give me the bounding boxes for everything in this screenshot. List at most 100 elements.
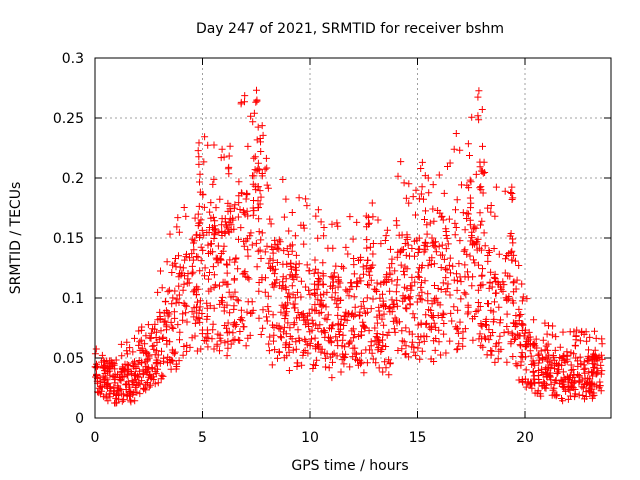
data-point (182, 253, 190, 261)
data-point (106, 393, 114, 401)
data-point (262, 274, 269, 282)
data-point (268, 361, 276, 369)
data-point (308, 305, 316, 313)
data-point (400, 267, 407, 275)
data-point (418, 183, 426, 191)
data-point (582, 328, 590, 336)
data-point (282, 339, 290, 347)
data-point (454, 324, 461, 332)
data-point (150, 345, 158, 353)
data-point (531, 379, 538, 387)
data-point (585, 346, 592, 354)
data-point (476, 209, 484, 217)
data-point (363, 359, 371, 367)
data-point (334, 283, 342, 291)
data-point (282, 330, 290, 338)
data-point (472, 308, 480, 315)
data-point (225, 152, 233, 160)
data-point (323, 350, 331, 358)
data-point (117, 340, 125, 348)
data-point (240, 269, 248, 277)
data-point (210, 304, 218, 312)
data-point (234, 213, 242, 221)
data-point (179, 310, 187, 318)
data-point (147, 334, 155, 342)
data-point (439, 251, 446, 259)
data-point (263, 317, 271, 325)
data-point (129, 362, 137, 370)
data-point (303, 202, 311, 210)
data-point (415, 273, 423, 281)
data-point (342, 286, 350, 294)
data-point (188, 334, 196, 342)
data-point (475, 261, 482, 269)
chart-title: Day 247 of 2021, SRMTID for receiver bsh… (196, 21, 504, 37)
data-point (402, 194, 410, 202)
data-point (181, 301, 189, 309)
data-point (218, 297, 225, 305)
data-point (340, 360, 348, 368)
data-point (452, 206, 459, 214)
data-point (446, 337, 454, 345)
data-point (236, 316, 244, 323)
data-point (526, 347, 534, 355)
data-point (503, 323, 511, 330)
data-point (422, 207, 429, 215)
data-point (496, 319, 504, 327)
data-point (276, 282, 284, 290)
data-point (397, 158, 405, 166)
data-point (254, 165, 262, 173)
data-point (460, 289, 468, 297)
data-point (239, 323, 247, 331)
data-point (211, 281, 219, 289)
data-point (204, 141, 212, 149)
data-point (444, 280, 452, 288)
y-tick-label: 0.1 (62, 291, 84, 307)
data-point (279, 176, 287, 183)
data-point (259, 306, 267, 314)
data-point (282, 195, 290, 203)
data-point (373, 330, 381, 338)
data-point (141, 340, 149, 348)
data-point (188, 250, 196, 258)
data-point (235, 178, 243, 186)
data-point (404, 241, 412, 249)
data-point (350, 293, 358, 301)
data-point (507, 189, 515, 196)
data-point (196, 233, 203, 241)
data-point (236, 206, 244, 213)
data-point (297, 277, 305, 285)
data-point (440, 311, 448, 319)
data-point (206, 224, 213, 231)
data-point (390, 325, 398, 333)
data-point (306, 339, 314, 347)
data-point (425, 189, 433, 197)
data-point (453, 277, 461, 285)
data-point (297, 293, 305, 301)
data-point (491, 212, 499, 220)
data-point (314, 296, 322, 304)
data-point (591, 327, 598, 335)
data-point (560, 383, 568, 391)
data-point (264, 303, 272, 311)
data-point (597, 351, 605, 359)
data-point (464, 303, 472, 311)
data-point (269, 311, 277, 319)
data-point (559, 397, 567, 405)
data-point (515, 305, 523, 313)
data-point (254, 247, 262, 255)
data-point (248, 298, 256, 306)
data-point (371, 324, 379, 332)
data-point (334, 303, 342, 311)
data-point (517, 311, 525, 318)
data-point (364, 281, 371, 288)
data-point (223, 301, 231, 309)
data-point (225, 228, 233, 236)
data-point (571, 386, 579, 393)
data-point (98, 358, 105, 366)
data-point (284, 319, 292, 327)
y-tick-label: 0.25 (53, 111, 84, 127)
data-point (435, 338, 443, 346)
data-point (329, 351, 337, 359)
data-point (148, 365, 156, 373)
